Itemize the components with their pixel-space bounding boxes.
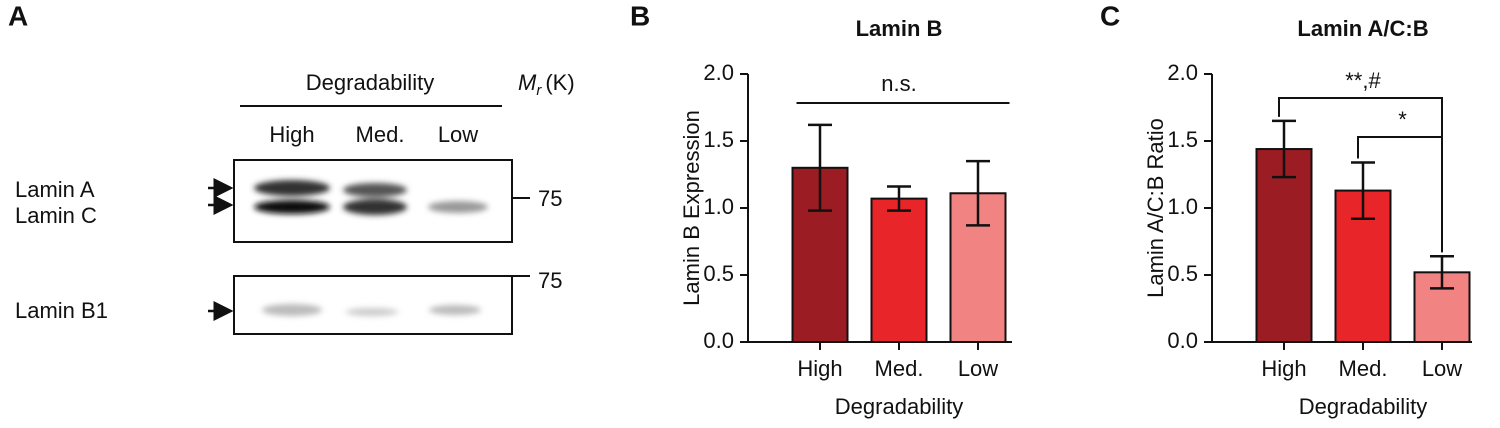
mass-unit: (K) bbox=[545, 70, 574, 95]
marker-label: 75 bbox=[538, 268, 562, 293]
comparison-label: **,# bbox=[1345, 68, 1381, 93]
y-tick-label: 0.0 bbox=[1167, 328, 1198, 353]
x-tick-label: Low bbox=[958, 356, 998, 381]
lane-label: Low bbox=[438, 122, 478, 147]
y-tick-label: 0.0 bbox=[703, 328, 734, 353]
mass-label: Mr (K) bbox=[518, 70, 575, 99]
y-tick-label: 1.0 bbox=[703, 194, 734, 219]
lane-label: High bbox=[269, 122, 314, 147]
comparison-bracket bbox=[1357, 136, 1443, 253]
x-axis-label: Degradability bbox=[835, 394, 963, 419]
x-tick-label: Med. bbox=[875, 356, 924, 381]
panel-label: C bbox=[1100, 0, 1120, 31]
bands bbox=[254, 180, 488, 215]
y-tick-label: 0.5 bbox=[703, 261, 734, 286]
y-axis-label: Lamin B Expression bbox=[679, 110, 704, 306]
y-tick-label: 0.5 bbox=[1167, 261, 1198, 286]
bar bbox=[870, 197, 928, 343]
y-tick-label: 2.0 bbox=[1167, 60, 1198, 85]
chart-title: Lamin A/C:B bbox=[1297, 16, 1428, 41]
marker-label: 75 bbox=[538, 186, 562, 211]
panel-label: B bbox=[630, 0, 650, 31]
panel-label: A bbox=[8, 0, 28, 31]
y-axis-label: Lamin A/C:B Ratio bbox=[1143, 118, 1168, 298]
row-label: Lamin B1 bbox=[15, 298, 108, 323]
x-tick-label: Med. bbox=[1339, 356, 1388, 381]
y-tick-label: 2.0 bbox=[703, 60, 734, 85]
x-tick-label: Low bbox=[1422, 356, 1462, 381]
blot-header: Degradability bbox=[306, 70, 434, 95]
mass-subscript: r bbox=[536, 82, 542, 99]
x-tick-label: High bbox=[1261, 356, 1306, 381]
y-tick-label: 1.5 bbox=[703, 127, 734, 152]
blot-frame bbox=[233, 275, 513, 335]
row-label: Lamin C bbox=[15, 203, 97, 228]
mass-symbol: M bbox=[518, 70, 537, 95]
x-tick-label: High bbox=[797, 356, 842, 381]
y-tick-label: 1.5 bbox=[1167, 127, 1198, 152]
lane-label: Med. bbox=[356, 122, 405, 147]
row-label: Lamin A bbox=[15, 177, 95, 202]
comparison-label: n.s. bbox=[881, 71, 916, 96]
bands bbox=[262, 304, 481, 316]
x-axis-label: Degradability bbox=[1299, 394, 1427, 419]
comparison-label: * bbox=[1398, 107, 1407, 132]
y-tick-label: 1.0 bbox=[1167, 194, 1198, 219]
chart-title: Lamin B bbox=[856, 16, 943, 41]
